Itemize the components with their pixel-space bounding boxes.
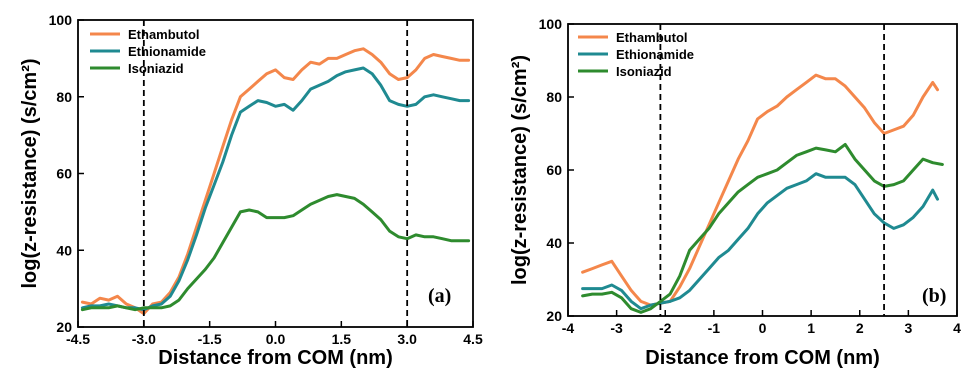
panel-a-panel-label: (a) (428, 285, 451, 307)
panel-a-ytick-label-3: 80 (56, 89, 72, 105)
panel-a-legend-label-0: Ethambutol (128, 27, 200, 42)
panel-a-ytick-label-2: 60 (56, 166, 72, 182)
panel-a-ytick-label-0: 20 (56, 319, 72, 335)
panel-a-xtick-label-6: 4.5 (463, 331, 483, 347)
panel-b: -4 -3 -2 -1 0 1 2 3 4 20 40 60 80 100 Distance from CO… (509, 16, 961, 369)
panel-b-series-line-2 (581, 142, 944, 314)
panel-b-series-line-1 (581, 172, 939, 311)
panel-a-ytick-label-1: 40 (56, 242, 72, 258)
panel-a-ytick-label-4: 100 (49, 12, 73, 28)
panel-a-legend-label-2: Isoniazid (128, 61, 184, 76)
panel-a-xtick-label-1: -3.0 (132, 331, 156, 347)
panel-b-xtick-label-1: -3 (610, 320, 623, 336)
panel-a-xtick-label-5: 3.0 (397, 331, 417, 347)
panel-b-series-line-0 (581, 73, 939, 307)
panel-a-y-axis-title: log(z-resistance) (s/cm²) (19, 58, 41, 288)
panel-b-ytick-label-0: 20 (546, 308, 562, 324)
panel-a-xtick-label-2: -1.5 (198, 331, 222, 347)
panel-a-series-line-2 (80, 193, 471, 312)
panel-b-xtick-label-6: 2 (856, 320, 864, 336)
panel-b-xtick-label-3: -1 (708, 320, 721, 336)
panel-b-legend-label-1: Ethionamide (616, 47, 694, 62)
panel-b-y-axis-title: log(z-resistance) (s/cm²) (509, 55, 531, 285)
panel-a-xtick-label-0: -4.5 (66, 331, 90, 347)
panel-b-ytick-label-2: 60 (546, 162, 562, 178)
panel-b-xtick-label-4: 0 (759, 320, 767, 336)
panel-b-xtick-label-8: 4 (953, 320, 961, 336)
panel-a-series-line-1 (80, 66, 471, 312)
panel-a-x-axis-title: Distance from COM (nm) (158, 347, 392, 369)
panel-b-ytick-label-1: 40 (546, 235, 562, 251)
panel-b-panel-label: (b) (922, 285, 946, 307)
panel-a-legend-label-1: Ethionamide (128, 44, 206, 59)
panel-b-ytick-label-4: 100 (539, 16, 563, 32)
panel-a-series-line-0 (80, 47, 471, 316)
panel-b-legend-label-2: Isoniazid (616, 64, 672, 79)
panel-b-xtick-label-2: -2 (659, 320, 672, 336)
panel-b-xtick-label-7: 3 (904, 320, 912, 336)
panel-a-xtick-label-3: 0.0 (266, 331, 286, 347)
panel-b-legend-label-0: Ethambutol (616, 30, 688, 45)
panel-b-x-axis-title: Distance from COM (nm) (645, 347, 879, 369)
panel-b-xtick-label-5: 1 (807, 320, 815, 336)
panel-a: -4.5 -3.0 -1.5 0.0 1.5 3.0 4.5 20 40 60 80 100 Dista… (19, 12, 483, 369)
panel-a-xtick-label-4: 1.5 (332, 331, 352, 347)
panel-b-xtick-label-0: -4 (562, 320, 575, 336)
panel-b-ytick-label-3: 80 (546, 89, 562, 105)
